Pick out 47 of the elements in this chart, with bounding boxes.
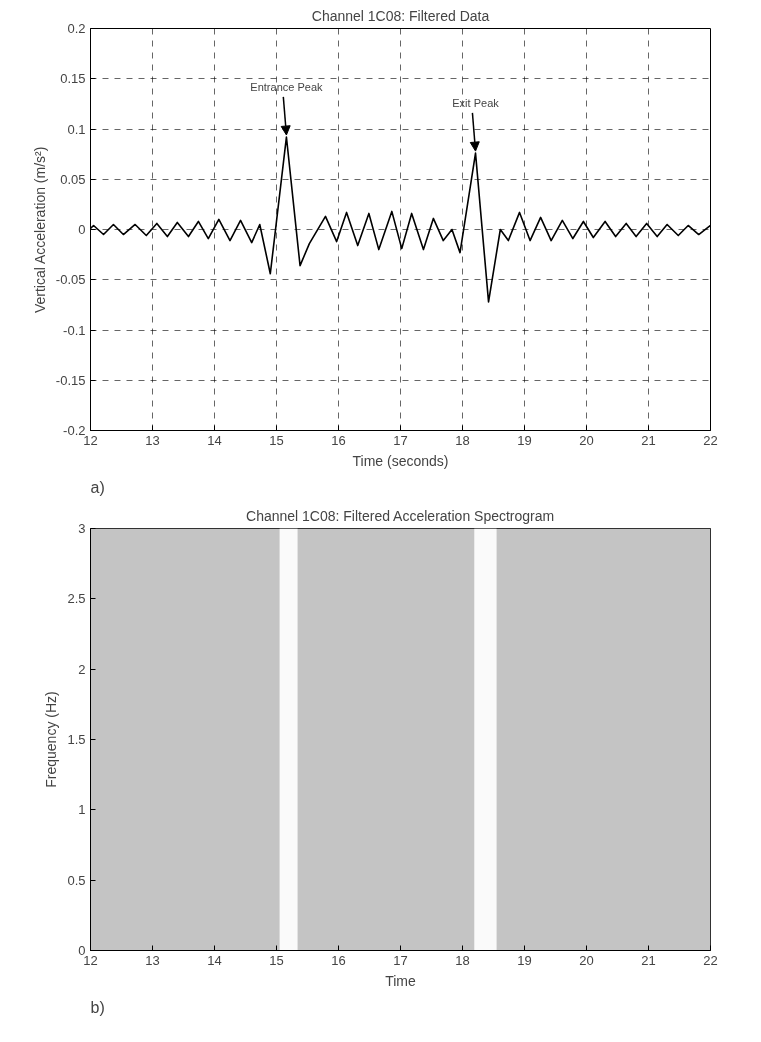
y-tick-label: 0.2 [67,21,86,36]
x-tick-label: 17 [393,952,408,968]
x-tick-label: 20 [579,432,594,448]
x-tick-label: 13 [145,952,160,968]
x-tick-label: 16 [331,432,346,448]
x-tick-label: 21 [641,432,656,448]
y-tick-label: 0.15 [60,71,86,87]
y-tick-label: -0.2 [63,423,86,438]
y-tick-label: -0.05 [55,272,86,288]
y-tick-label: 0.1 [67,121,86,137]
y-tick-label: 0 [78,222,86,237]
x-tick-label: 18 [455,432,470,448]
x-tick-label: 18 [455,952,470,968]
y-axis-title: Vertical Acceleration (m/s²) [31,146,48,314]
y-tick-label: -0.15 [55,372,86,388]
y-tick-label: 0.5 [67,872,86,888]
x-tick-label: 14 [207,952,222,968]
text: b) [90,998,105,1016]
text: a) [90,478,105,496]
x-tick-label: 17 [393,432,408,448]
x-tick-label: 22 [703,432,718,448]
y-axis-title: Frequency (Hz) [43,691,60,788]
chart-title: Channel 1C08: Filtered Acceleration Spectrogram [246,507,555,524]
y-tick-label: 2.5 [67,591,86,607]
x-tick-label: 21 [641,952,656,968]
x-tick-label: 16 [331,952,346,968]
x-tick-label: 14 [207,432,222,448]
annotation: Entrance Peak [250,80,323,93]
annotation: Exit Peak [452,96,500,109]
x-tick-label: 12 [83,432,98,448]
x-tick-label: 20 [579,952,594,968]
x-tick-label: 19 [517,952,532,968]
x-tick-label: 19 [517,432,532,448]
y-tick-label: 1 [78,802,86,818]
x-tick-label: 15 [269,952,284,968]
x-tick-label: 13 [145,432,160,448]
y-tick-label: 0.05 [60,171,86,187]
x-tick-label: 22 [703,952,718,968]
x-tick-label: 15 [269,432,284,448]
y-tick-label: -0.1 [63,322,86,338]
y-tick-label: 0 [78,943,86,958]
chart-title: Channel 1C08: Filtered Data [311,7,490,24]
y-tick-label: 2 [78,661,86,677]
y-tick-label: 3 [78,521,86,536]
y-tick-label: 1.5 [67,732,86,747]
x-axis-title: Time [385,972,417,989]
x-axis-title: Time (seconds) [352,452,449,469]
